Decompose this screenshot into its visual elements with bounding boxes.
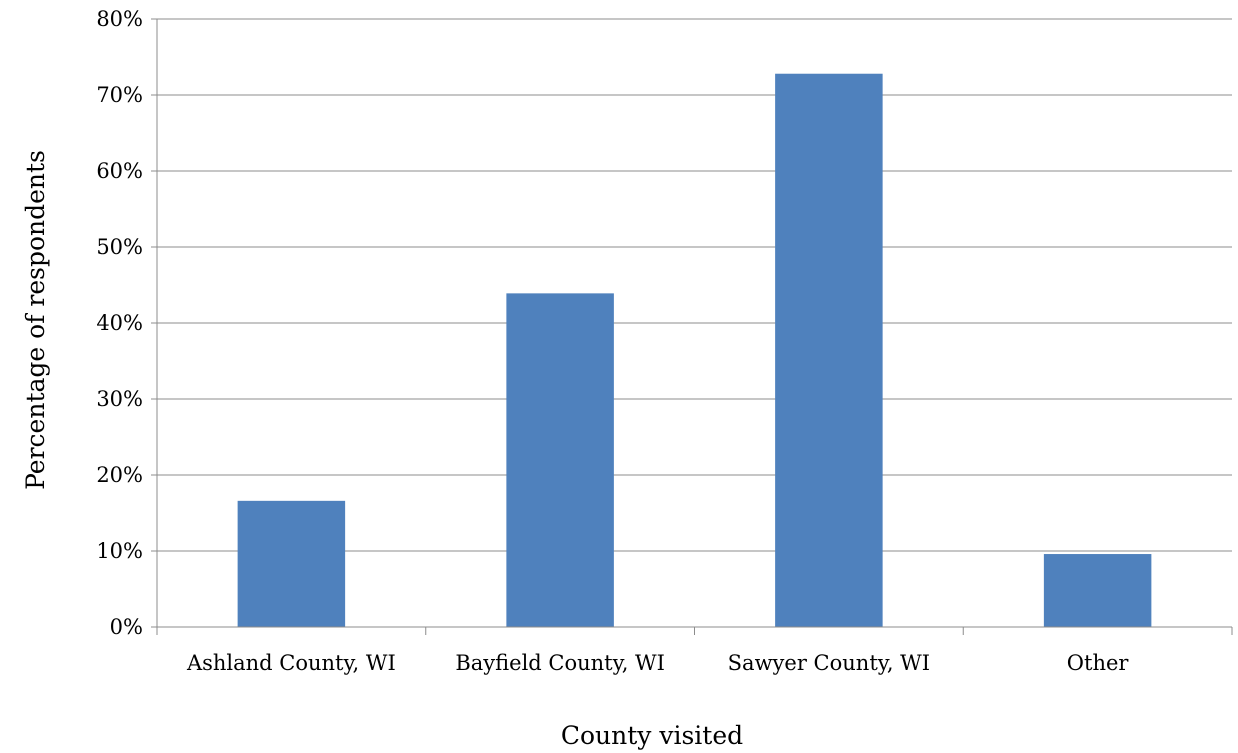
y-tick-label: 80%	[96, 7, 143, 31]
y-tick-label: 20%	[96, 463, 143, 487]
bar	[506, 293, 614, 627]
x-axis-tick-labels: Ashland County, WI Bayfield County, WI Saw…	[186, 651, 1129, 675]
x-tick-label: Ashland County, WI	[186, 651, 396, 675]
y-tick-label: 50%	[96, 235, 143, 259]
bars	[237, 73, 1152, 628]
y-tick-label: 10%	[96, 539, 143, 563]
x-tick-label: Other	[1067, 651, 1130, 675]
y-tick-label: 40%	[96, 311, 143, 335]
bar	[237, 500, 346, 627]
y-tick-label: 60%	[96, 159, 143, 183]
x-axis-label: County visited	[561, 721, 743, 750]
bar	[775, 73, 883, 628]
x-tick-label: Sawyer County, WI	[728, 651, 930, 675]
y-axis-label: Percentage of respondents	[21, 150, 50, 490]
axes	[156, 19, 1233, 635]
y-tick-label: 70%	[96, 83, 143, 107]
y-tick-label: 0%	[110, 615, 143, 639]
y-tick-label: 30%	[96, 387, 143, 411]
x-tick-label: Bayfield County, WI	[455, 651, 665, 675]
y-axis-tick-labels: 0% 10% 20% 30% 40% 50% 60% 70% 80%	[96, 7, 143, 639]
bar	[1043, 554, 1152, 627]
